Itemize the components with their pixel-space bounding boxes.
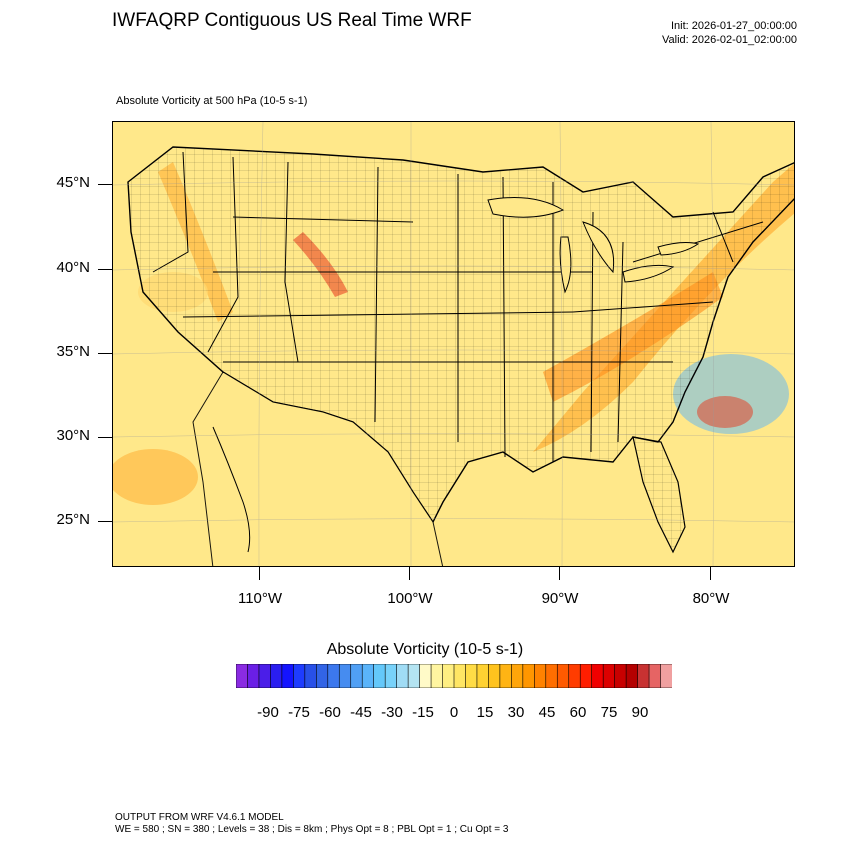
colorbar-cell bbox=[488, 664, 501, 688]
model-info-line1: OUTPUT FROM WRF V4.6.1 MODEL bbox=[115, 812, 284, 823]
colorbar-label: -45 bbox=[350, 704, 372, 721]
map-canvas bbox=[113, 122, 794, 566]
baja-coast bbox=[212, 426, 251, 553]
colorbar-label: 0 bbox=[449, 704, 459, 721]
colorbar-label: 15 bbox=[476, 704, 494, 721]
vorticity-band-pacific bbox=[113, 449, 198, 505]
lat-label-30n: 30°N bbox=[56, 427, 90, 444]
lon-label-110w: 110°W bbox=[237, 590, 283, 607]
florida-peninsula bbox=[632, 436, 686, 554]
colorbar-label: 60 bbox=[569, 704, 587, 721]
mexico-region bbox=[192, 371, 444, 566]
colorbar-cell bbox=[637, 664, 650, 688]
colorbar-cell bbox=[579, 664, 593, 688]
lat-label-45n: 45°N bbox=[56, 174, 90, 191]
colorbar-cell bbox=[419, 664, 432, 688]
map-title: IWFAQRP Contiguous US Real Time WRF bbox=[112, 10, 472, 31]
lon-label-90w: 90°W bbox=[541, 590, 579, 607]
colorbar-cell bbox=[407, 664, 421, 688]
colorbar-cell bbox=[591, 664, 604, 688]
state-boundaries bbox=[152, 151, 764, 462]
colorbar-label: 90 bbox=[631, 704, 649, 721]
lat-tick-25 bbox=[98, 521, 112, 522]
colorbar-cell bbox=[350, 664, 363, 688]
colorbar-cell bbox=[648, 664, 662, 688]
lat-label-40n: 40°N bbox=[56, 259, 90, 276]
lat-label-35n: 35°N bbox=[56, 343, 90, 360]
map-plot-area bbox=[112, 121, 795, 567]
lon-tick-110 bbox=[259, 567, 260, 580]
lon-label-100w: 100°W bbox=[387, 590, 433, 607]
lat-tick-30 bbox=[98, 437, 112, 438]
colorbar-cell bbox=[361, 664, 375, 688]
colorbar-cell bbox=[316, 664, 329, 688]
vorticity-max-atlantic bbox=[697, 396, 753, 428]
graticule bbox=[113, 122, 794, 566]
colorbar-cell bbox=[465, 664, 478, 688]
colorbar-label: 30 bbox=[507, 704, 525, 721]
colorbar bbox=[236, 664, 672, 688]
init-time: Init: 2026-01-27_00:00:00 bbox=[671, 20, 797, 32]
colorbar-cell bbox=[534, 664, 547, 688]
lat-tick-35 bbox=[98, 353, 112, 354]
lat-label-25n: 25°N bbox=[56, 511, 90, 528]
field-subtitle: Absolute Vorticity at 500 hPa (10-5 s-1) bbox=[116, 95, 308, 107]
colorbar-label: -30 bbox=[381, 704, 403, 721]
colorbar-cell bbox=[236, 664, 249, 688]
colorbar-cell bbox=[373, 664, 386, 688]
colorbar-title: Absolute Vorticity (10-5 s-1) bbox=[326, 641, 524, 658]
colorbar-label: 75 bbox=[600, 704, 618, 721]
lon-tick-90 bbox=[559, 567, 560, 580]
colorbar-label: -15 bbox=[412, 704, 434, 721]
lon-label-80w: 80°W bbox=[692, 590, 730, 607]
colorbar-label: -75 bbox=[288, 704, 310, 721]
colorbar-label: 45 bbox=[538, 704, 556, 721]
colorbar-cell bbox=[453, 664, 467, 688]
colorbar-cell bbox=[442, 664, 455, 688]
colorbar-cell bbox=[258, 664, 272, 688]
colorbar-cell bbox=[338, 664, 352, 688]
colorbar-cell bbox=[247, 664, 260, 688]
colorbar-cell bbox=[293, 664, 306, 688]
colorbar-label: -60 bbox=[319, 704, 341, 721]
colorbar-cell bbox=[556, 664, 570, 688]
valid-time: Valid: 2026-02-01_02:00:00 bbox=[662, 34, 797, 46]
county-boundaries bbox=[128, 147, 794, 522]
colorbar-label: -90 bbox=[257, 704, 279, 721]
lat-tick-45 bbox=[98, 184, 112, 185]
colorbar-cell bbox=[545, 664, 558, 688]
colorbar-cell bbox=[281, 664, 294, 688]
colorbar-cell bbox=[476, 664, 490, 688]
colorbar-cell bbox=[660, 664, 672, 688]
lon-tick-100 bbox=[409, 567, 410, 580]
colorbar-cell bbox=[614, 664, 627, 688]
colorbar-cell bbox=[396, 664, 409, 688]
colorbar-cell bbox=[384, 664, 398, 688]
colorbar-cell bbox=[304, 664, 317, 688]
colorbar-cell bbox=[499, 664, 512, 688]
lat-tick-40 bbox=[98, 269, 112, 270]
colorbar-cell bbox=[602, 664, 616, 688]
colorbar-cell bbox=[522, 664, 535, 688]
colorbar-cell bbox=[270, 664, 283, 688]
great-lakes bbox=[487, 197, 700, 294]
colorbar-cell bbox=[568, 664, 581, 688]
colorbar-cell bbox=[511, 664, 524, 688]
model-info-line2: WE = 580 ; SN = 380 ; Levels = 38 ; Dis … bbox=[115, 824, 509, 835]
lon-tick-80 bbox=[710, 567, 711, 580]
colorbar-cell bbox=[625, 664, 639, 688]
colorbar-cell bbox=[430, 664, 444, 688]
colorbar-cell bbox=[327, 664, 340, 688]
